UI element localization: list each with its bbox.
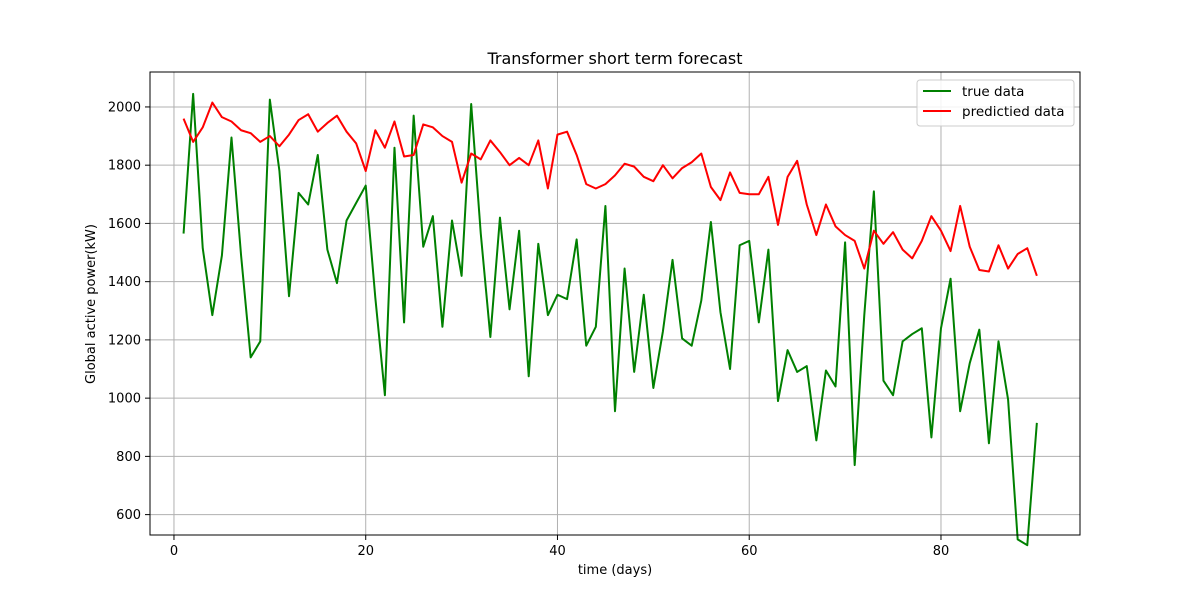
series-line-predicted-data [182, 101, 1038, 277]
x-tick-label: 20 [357, 544, 374, 559]
grid [150, 72, 1080, 535]
legend-label-predicted-data: predictied data [962, 104, 1065, 120]
x-tick-label: 40 [549, 544, 566, 559]
plot-area-frame [149, 71, 1081, 536]
chart-title: Transformer short term forecast [486, 49, 742, 68]
x-tick-label: 60 [741, 544, 758, 559]
y-tick-label: 1600 [108, 217, 141, 232]
y-tick-label: 1000 [108, 392, 141, 407]
y-tick-label: 1800 [108, 159, 141, 174]
series-line-true-data [182, 92, 1038, 547]
series-lines [182, 92, 1038, 547]
y-tick-label: 800 [116, 450, 141, 465]
legend-box [916, 79, 1075, 127]
x-tick-label: 80 [933, 544, 950, 559]
axis-ticks: 0 20 40 60 80 600 800 1000 1200 1400 1600 1800 2000 [108, 100, 949, 559]
y-tick-label: 2000 [108, 100, 141, 115]
y-tick-label: 1200 [108, 333, 141, 348]
x-tick-label: 0 [170, 544, 178, 559]
legend-label-true-data: true data [962, 84, 1024, 100]
y-tick-label: 1400 [108, 275, 141, 290]
x-axis-label: time (days) [578, 563, 652, 578]
y-tick-label: 600 [116, 508, 141, 523]
legend: true data predictied data [916, 79, 1075, 127]
y-axis-label: Global active power(kW) [84, 224, 99, 384]
